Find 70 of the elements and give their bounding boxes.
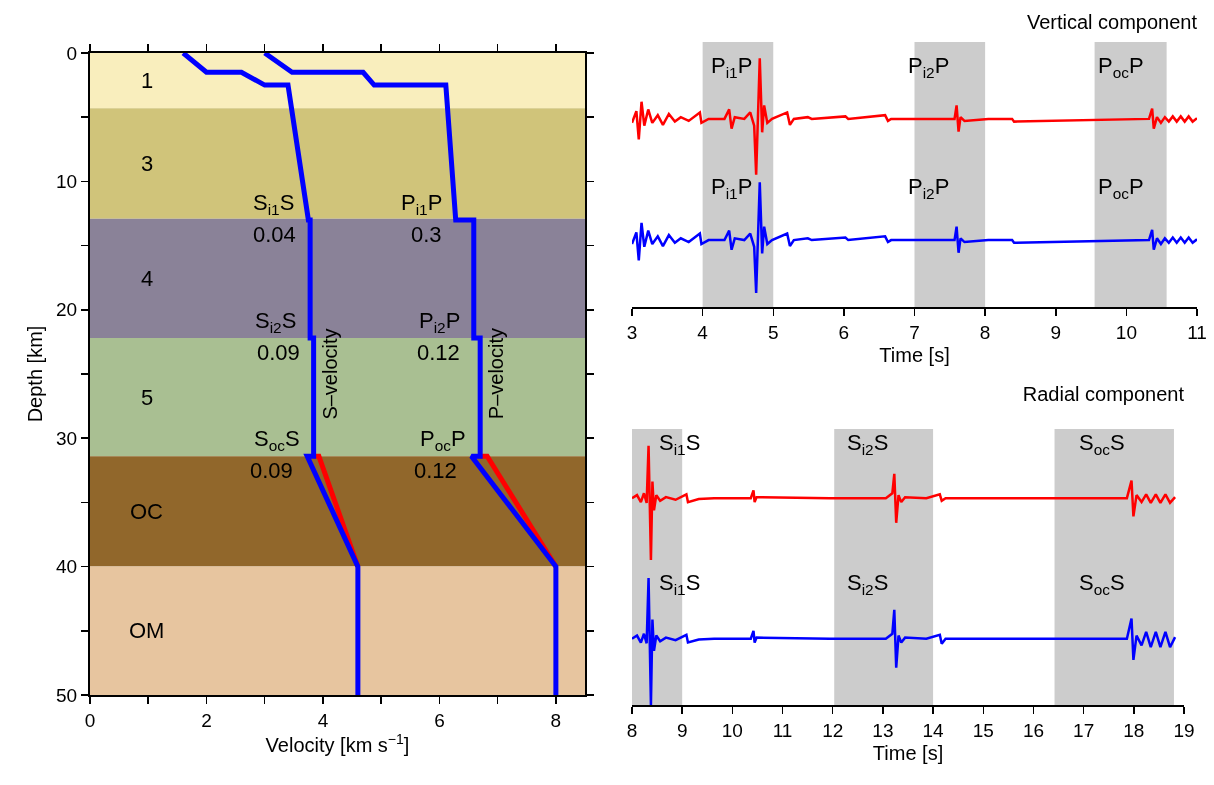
x-tick-label: 2 bbox=[201, 709, 212, 731]
y-tick-label: 0 bbox=[66, 42, 78, 64]
x-tick-label: 0 bbox=[84, 709, 96, 731]
x-tick-label: 6 bbox=[434, 709, 445, 731]
y-tick-label: 40 bbox=[56, 556, 78, 578]
band-label: P$_{i2}$P bbox=[908, 53, 950, 81]
y-tick-label: 30 bbox=[56, 427, 78, 449]
x-tick-label: 9 bbox=[1050, 321, 1062, 343]
x-tick-label: 11 bbox=[1187, 321, 1207, 343]
band-label: OC bbox=[130, 499, 164, 524]
band-label: OM bbox=[129, 618, 165, 643]
x-tick-label: 9 bbox=[676, 719, 688, 741]
x-tick-label: 14 bbox=[922, 719, 945, 741]
x-tick-label: 17 bbox=[1073, 719, 1095, 741]
x-axis-title: Time [s] bbox=[872, 741, 944, 764]
text: S$_{i1}$S bbox=[659, 570, 701, 598]
annotation: 0.04 bbox=[253, 222, 296, 247]
band-label: P$_{i1}$P bbox=[711, 53, 753, 81]
band-label: 5 bbox=[141, 385, 154, 410]
x-tick-label: 18 bbox=[1123, 719, 1145, 741]
annotation: P$_{i2}$P bbox=[419, 308, 461, 336]
chart-title: Radial component bbox=[1022, 383, 1185, 405]
x-tick-label: 16 bbox=[1022, 719, 1045, 741]
x-tick-label: 13 bbox=[872, 719, 894, 741]
x-axis-title: Velocity [km s$^{−1}$] bbox=[265, 730, 410, 757]
text: S$_{i2}$S bbox=[847, 570, 889, 598]
x-tick-label: 8 bbox=[550, 709, 562, 731]
x-tick-label: 12 bbox=[822, 719, 844, 741]
x-tick-label: 6 bbox=[838, 321, 850, 343]
x-tick-label: 19 bbox=[1173, 719, 1195, 741]
x-tick-label: 4 bbox=[317, 709, 329, 731]
x-tick-label: 10 bbox=[1115, 321, 1137, 343]
band-label: S$_{i1}$S bbox=[659, 430, 701, 458]
annotation: 0.12 bbox=[417, 340, 460, 365]
x-tick-label: 7 bbox=[909, 321, 920, 343]
y-tick-label: 10 bbox=[56, 171, 78, 193]
text: P$_{oc}$P bbox=[1098, 174, 1144, 202]
annotation: P$_{oc}$P bbox=[420, 426, 466, 454]
x-tick-label: 8 bbox=[979, 321, 991, 343]
y-tick-label: 50 bbox=[56, 684, 78, 706]
annotation: 0.09 bbox=[257, 340, 300, 365]
text: P–velocity bbox=[485, 328, 508, 420]
annotation: S$_{i2}$S bbox=[255, 308, 297, 336]
band-label: S$_{oc}$S bbox=[1079, 430, 1125, 458]
annotation: S$_{i1}$S bbox=[253, 190, 295, 218]
y-tick-label: 20 bbox=[56, 299, 78, 321]
band-label: 4 bbox=[141, 266, 154, 291]
band-label: P$_{oc}$P bbox=[1098, 53, 1144, 81]
text: P$_{i2}$P bbox=[908, 174, 950, 202]
x-tick-label: 10 bbox=[721, 719, 743, 741]
annotation: 0.3 bbox=[411, 222, 442, 247]
text: P$_{i1}$P bbox=[711, 174, 753, 202]
x-tick-label: 3 bbox=[626, 321, 638, 343]
annotation: S$_{oc}$S bbox=[254, 426, 300, 454]
text: S–velocity bbox=[318, 328, 341, 420]
text: S$_{oc}$S bbox=[1079, 570, 1125, 598]
x-tick-label: 4 bbox=[697, 321, 709, 343]
y-axis-title: Depth [km] bbox=[24, 325, 47, 423]
chart-title: Vertical component bbox=[1026, 11, 1198, 33]
annotation: 0.12 bbox=[414, 458, 457, 483]
x-tick-label: 8 bbox=[626, 719, 638, 741]
annotation: 0.09 bbox=[250, 458, 293, 483]
annotation: P$_{i1}$P bbox=[401, 190, 443, 218]
band-label: S$_{i2}$S bbox=[847, 430, 889, 458]
band-label: 3 bbox=[141, 151, 154, 176]
x-axis-title: Time [s] bbox=[879, 343, 950, 366]
band-label: 1 bbox=[141, 68, 154, 93]
x-tick-label: 5 bbox=[767, 321, 779, 343]
x-tick-label: 15 bbox=[972, 719, 994, 741]
x-tick-label: 11 bbox=[772, 719, 793, 741]
